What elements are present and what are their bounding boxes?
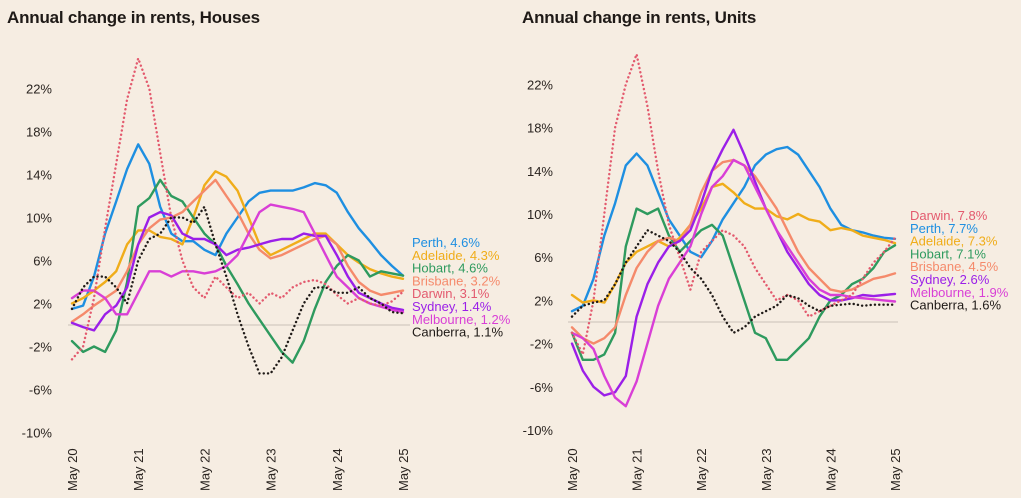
x-tick-label: May 20 [565,448,580,491]
series-end-label-canberra: Canberra, 1.6% [910,298,1001,313]
series-line-sydney [570,128,897,397]
y-tick-label: 18% [527,121,553,136]
y-tick-label: 10% [527,207,553,222]
series-end-label-darwin: Darwin, 3.1% [412,286,490,301]
x-tick-label: May 22 [694,448,709,491]
series-end-label-hobart: Hobart, 4.6% [412,261,488,276]
series-end-label-hobart: Hobart, 7.1% [910,246,986,261]
series-line-brisbane [70,178,405,323]
y-tick-label: 18% [26,125,52,140]
y-tick-label: 6% [534,250,553,265]
series-line-hobart [570,207,897,361]
series-line-perth [70,143,405,311]
series-line-sydney [70,210,405,332]
y-tick-label: -10% [22,426,53,441]
x-tick-label: May 25 [888,448,903,491]
series-end-label-brisbane: Brisbane, 4.5% [910,259,999,274]
y-tick-label: -6% [29,383,53,398]
series-line-darwin [570,53,897,356]
y-tick-label: -10% [523,423,554,438]
x-tick-label: May 25 [396,448,411,491]
y-tick-label: 2% [534,293,553,308]
x-tick-label: May 21 [131,448,146,491]
x-tick-label: May 24 [330,448,345,491]
y-tick-label: 2% [33,297,52,312]
series-line-canberra [570,228,897,334]
x-tick-label: May 23 [759,448,774,491]
series-end-label-perth: Perth, 4.6% [412,235,480,250]
chart-title-units: Annual change in rents, Units [522,8,757,27]
y-tick-label: -6% [530,380,554,395]
x-tick-label: May 24 [823,448,838,491]
y-tick-label: 22% [26,82,52,97]
series-end-label-canberra: Canberra, 1.1% [412,325,503,340]
y-tick-label: 22% [527,77,553,92]
series-end-label-darwin: Darwin, 7.8% [910,208,988,223]
series-end-label-sydney: Sydney, 2.6% [910,272,990,287]
y-tick-label: -2% [530,337,554,352]
series-line-melbourne [570,158,897,408]
y-tick-label: 14% [527,164,553,179]
y-tick-label: -2% [29,340,53,355]
x-tick-label: May 21 [630,448,645,491]
y-tick-label: 14% [26,168,52,183]
chart-title-houses: Annual change in rents, Houses [7,8,260,27]
series-end-label-sydney: Sydney, 1.4% [412,299,492,314]
series-line-melbourne [70,203,405,316]
series-end-label-melbourne: Melbourne, 1.2% [412,312,511,327]
chart-units: 22% 18% 14% 10% 6% 2% -2% -6% -10% May 20 May 21 Ma… [523,53,1009,491]
series-line-hobart [70,178,405,364]
x-tick-label: May 20 [65,448,80,491]
y-tick-label: 6% [33,254,52,269]
series-line-darwin [70,57,405,361]
x-tick-label: May 23 [264,448,279,491]
series-line-perth [570,145,897,313]
chart-houses: 22% 18% 14% 10% 6% 2% -2% -6% -10% May 20 May 21 Ma… [22,57,511,491]
series-end-label-brisbane: Brisbane, 3.2% [412,273,501,288]
series-end-label-melbourne: Melbourne, 1.9% [910,285,1009,300]
series-end-label-adelaide: Adelaide, 7.3% [910,234,998,249]
x-tick-label: May 22 [197,448,212,491]
series-line-canberra [70,205,405,375]
y-tick-label: 10% [26,211,52,226]
series-end-label-adelaide: Adelaide, 4.3% [412,248,500,263]
series-end-label-perth: Perth, 7.7% [910,221,978,236]
